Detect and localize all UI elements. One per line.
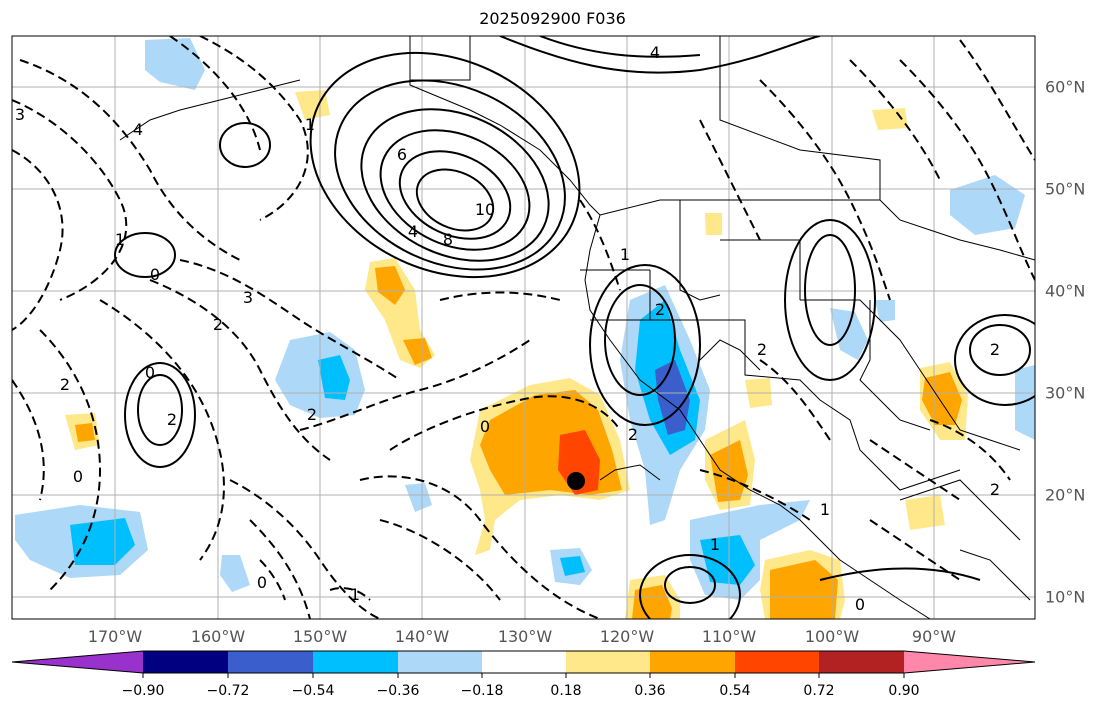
- colorbar-segment: [735, 651, 819, 673]
- contour-label: 0: [145, 363, 155, 382]
- contour-label: 0: [855, 595, 865, 614]
- contour-label: 4: [133, 120, 143, 139]
- contour-label: 2: [990, 340, 1000, 359]
- colorbar-segment: [143, 651, 228, 673]
- colorbar-tick-label: 0.72: [803, 683, 835, 699]
- colorbar-segment: [566, 651, 650, 673]
- colorbar-segment: [482, 651, 566, 673]
- colorbar: [11, 650, 1036, 678]
- contour-label: 8: [443, 230, 453, 249]
- colorbar-tick-label: −0.36: [376, 683, 420, 699]
- graticule: [12, 36, 1035, 619]
- colorbar-tick-label: −0.90: [121, 683, 165, 699]
- contour-label: 0: [257, 573, 267, 592]
- colorbar-tick-label: 0.36: [634, 683, 666, 699]
- contour-label: 1: [620, 245, 630, 264]
- colorbar-tick-label: 0.18: [550, 683, 582, 699]
- contour-label: 2: [60, 375, 70, 394]
- contour-label: 2: [167, 410, 177, 429]
- positive-contours: [114, 36, 1035, 619]
- contour-label: 1: [305, 115, 315, 134]
- contour-label: 2: [213, 315, 223, 334]
- positive-shading: [65, 90, 968, 619]
- latitude-label: 20°N: [1045, 485, 1086, 505]
- latitude-label: 40°N: [1045, 281, 1086, 301]
- colorbar-segment: [313, 651, 398, 673]
- contour-label: 2: [990, 480, 1000, 499]
- longitude-label: 140°W: [394, 627, 450, 646]
- contour-label: 2: [757, 340, 767, 359]
- longitude-label: 110°W: [701, 627, 757, 646]
- contour-label: 4: [408, 222, 418, 241]
- latitude-label: 30°N: [1045, 383, 1086, 403]
- colorbar-segment: [904, 651, 1035, 673]
- colorbar-segment: [228, 651, 313, 673]
- contour-label: 10: [475, 200, 495, 219]
- colorbar-segment: [819, 651, 904, 673]
- colorbar-segment: [12, 651, 143, 673]
- contour-label: 1: [115, 230, 125, 249]
- contour-label: 1: [350, 585, 360, 604]
- longitude-label: 120°W: [599, 627, 655, 646]
- longitude-label: 160°W: [190, 627, 246, 646]
- contour-label: 0: [73, 467, 83, 486]
- contour-label: 4: [650, 43, 660, 62]
- contour-labels: 10 8 6 4 2 1 2 1 2 4 1 2 1 0 2 1 2 2 4 3…: [15, 43, 1000, 614]
- contour-label: 0: [480, 417, 490, 436]
- contour-label: 2: [307, 405, 317, 424]
- colorbar-tick-label: −0.72: [206, 683, 250, 699]
- colorbar-segment: [398, 651, 482, 673]
- latitude-label: 10°N: [1045, 587, 1086, 607]
- longitude-label: 130°W: [497, 627, 553, 646]
- longitude-label: 100°W: [804, 627, 860, 646]
- contour-label: 2: [628, 425, 638, 444]
- longitude-label: 170°W: [87, 627, 143, 646]
- map-title: 2025092900 F036: [479, 9, 626, 28]
- longitude-label: 150°W: [292, 627, 348, 646]
- longitude-label: 90°W: [911, 627, 957, 646]
- colorbar-tick-label: −0.54: [291, 683, 335, 699]
- contour-label: 3: [15, 105, 25, 124]
- contour-label: 1: [710, 535, 720, 554]
- contour-label: 6: [397, 145, 407, 164]
- location-marker: [567, 472, 585, 490]
- contour-label: 1: [820, 500, 830, 519]
- negative-contours: [12, 36, 1035, 619]
- colorbar-tick-label: 0.90: [888, 683, 920, 699]
- contour-label: 0: [150, 265, 160, 284]
- latitude-label: 50°N: [1045, 179, 1086, 199]
- colorbar-tick-label: −0.18: [460, 683, 504, 699]
- latitude-label: 60°N: [1045, 77, 1086, 97]
- contour-label: 2: [655, 300, 665, 319]
- colorbar-tick-label: 0.54: [719, 683, 751, 699]
- colorbar-segment: [650, 651, 735, 673]
- contour-label: 3: [243, 288, 253, 307]
